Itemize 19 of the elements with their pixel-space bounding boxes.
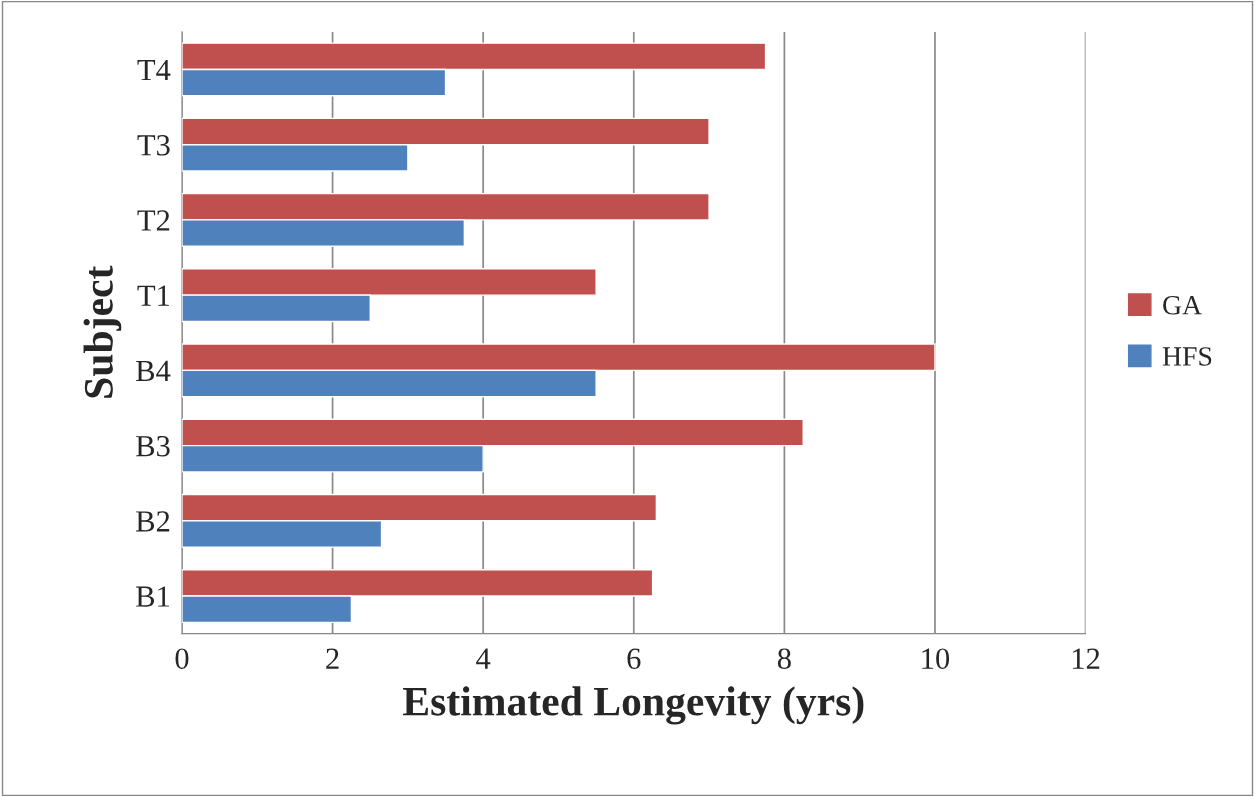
- x-tick-label: 0: [175, 648, 189, 670]
- legend-label: HFS: [1162, 347, 1212, 366]
- y-tick-label: T3: [137, 135, 170, 156]
- x-tick-label: 2: [326, 648, 339, 669]
- y-tick-label: T1: [137, 285, 170, 306]
- x-tick-label: 12: [1072, 648, 1100, 669]
- y-axis-title: Subject: [83, 265, 122, 398]
- x-tick-label: 4: [476, 648, 491, 669]
- y-tick-label: B4: [136, 360, 171, 382]
- legend-label: GA: [1163, 295, 1202, 315]
- y-tick-label: B1: [136, 586, 170, 607]
- y-tick-label: T2: [137, 210, 170, 231]
- x-tick-label: 8: [777, 648, 791, 670]
- y-tick-label: T4: [137, 59, 171, 81]
- x-axis-title: Estimated Longevity (yrs): [403, 686, 864, 725]
- x-tick-label: 6: [627, 648, 641, 670]
- y-tick-label: B2: [136, 511, 170, 532]
- y-tick-label: B3: [136, 435, 170, 457]
- x-tick-label: 10: [922, 648, 950, 670]
